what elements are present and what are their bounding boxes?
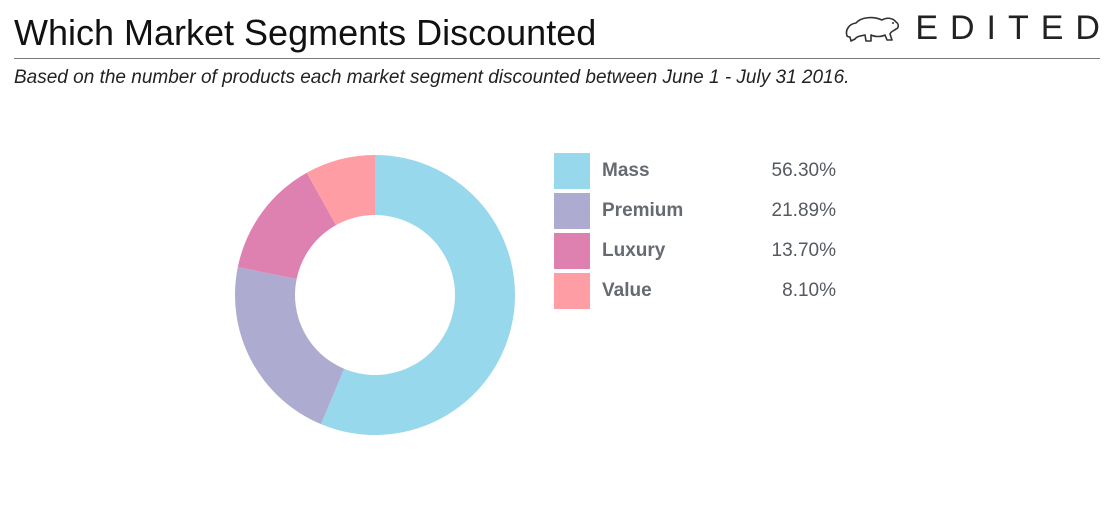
legend-swatch [554,273,590,309]
chart-title: Which Market Segments Discounted [14,12,597,53]
legend-value: 13.70% [771,240,836,261]
legend-item-luxury: Luxury 13.70% [554,233,836,269]
legend-item-mass: Mass 56.30% [554,153,836,189]
legend-swatch [554,233,590,269]
brand-logo: EDITED [843,9,1100,47]
chart-legend: Mass 56.30% Premium 21.89% Luxury 13.70% Value… [554,153,836,313]
legend-swatch [554,193,590,229]
donut-slice-premium [235,267,345,425]
legend-label: Luxury [602,240,666,261]
legend-value: 8.10% [782,280,836,301]
chart-header: Which Market Segments Discounted EDITED [14,0,1100,59]
donut-chart [235,155,515,436]
legend-label: Premium [602,200,684,221]
legend-item-premium: Premium 21.89% [554,193,836,229]
donut-slice-mass [320,155,515,436]
legend-swatch [554,153,590,189]
legend-item-value: Value 8.10% [554,273,836,309]
donut-slice-luxury [237,172,337,280]
legend-value: 56.30% [771,160,836,181]
chart-subtitle: Based on the number of products each mar… [14,67,850,88]
legend-label: Mass [602,160,650,181]
polar-bear-icon [846,16,900,42]
legend-label: Value [602,280,652,301]
donut-slice-value [306,155,375,226]
legend-value: 21.89% [771,200,836,221]
brand-name: EDITED [915,8,1112,47]
